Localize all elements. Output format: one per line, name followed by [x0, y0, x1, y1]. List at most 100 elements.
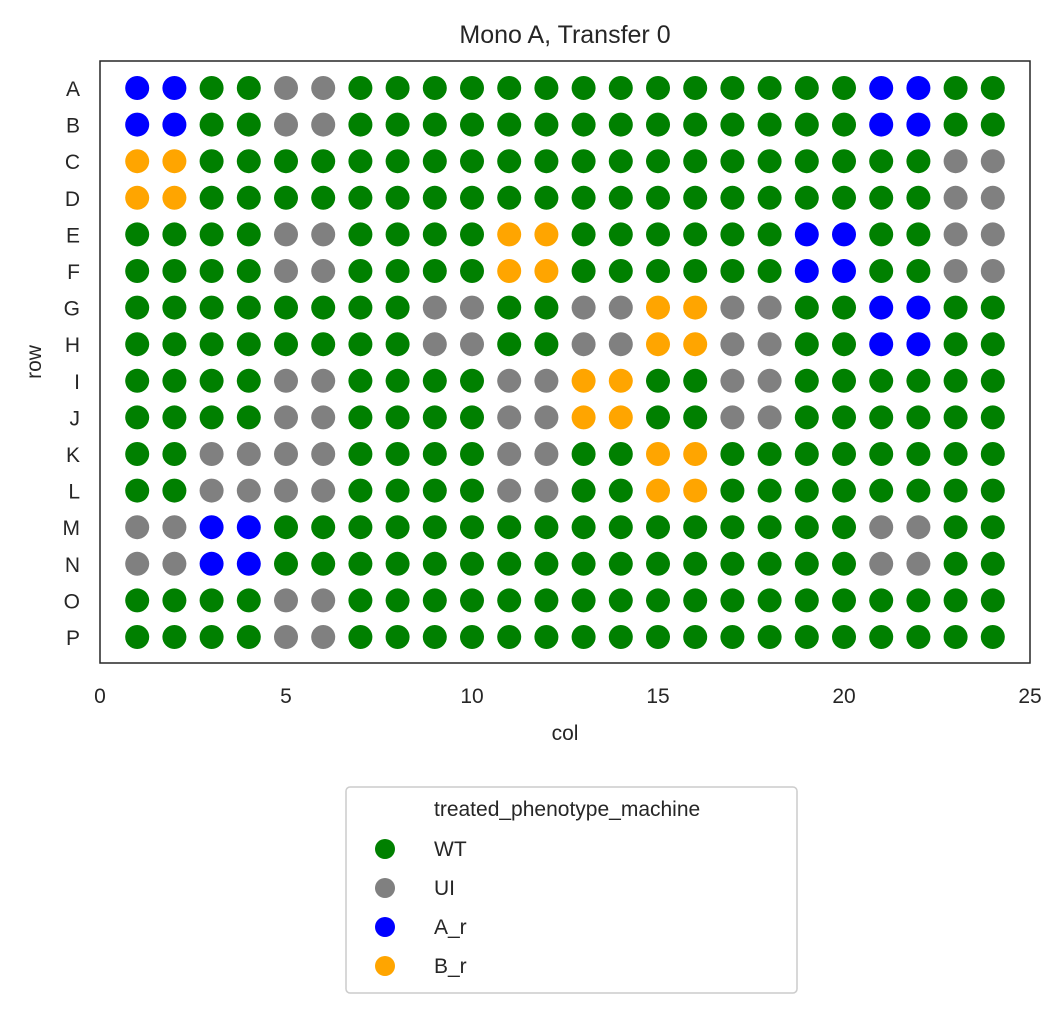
well-point-O14-WT	[608, 588, 633, 613]
well-point-G8-WT	[385, 295, 410, 320]
well-point-M13-WT	[571, 515, 596, 540]
well-point-O24-WT	[980, 588, 1005, 613]
well-point-O13-WT	[571, 588, 596, 613]
well-point-K5-UI	[274, 442, 298, 466]
well-point-J23-WT	[943, 405, 968, 430]
well-point-G19-WT	[794, 295, 819, 320]
well-point-P23-WT	[943, 625, 968, 649]
well-point-N17-WT	[720, 551, 745, 576]
well-point-P12-WT	[534, 625, 559, 649]
well-point-D9-WT	[422, 185, 447, 210]
well-point-C13-WT	[571, 149, 596, 174]
well-point-C1-B_r	[125, 149, 150, 174]
well-point-G11-WT	[497, 295, 522, 320]
well-point-J24-WT	[980, 405, 1005, 430]
well-point-E2-WT	[162, 222, 187, 247]
well-point-L6-UI	[311, 478, 336, 503]
well-point-F10-WT	[460, 259, 484, 283]
well-point-I8-WT	[385, 368, 410, 393]
well-point-P17-WT	[720, 625, 745, 649]
well-point-L23-WT	[943, 478, 968, 503]
well-point-K19-WT	[794, 442, 819, 466]
well-point-H5-WT	[274, 332, 298, 357]
well-point-G16-B_r	[683, 295, 708, 320]
well-point-F3-WT	[199, 259, 224, 283]
well-point-D15-WT	[646, 185, 670, 210]
well-point-D22-WT	[906, 185, 931, 210]
well-point-N12-WT	[534, 551, 559, 576]
well-point-L1-WT	[125, 478, 150, 503]
well-point-C22-WT	[906, 149, 931, 174]
well-point-M2-UI	[162, 515, 187, 540]
well-point-H14-UI	[608, 332, 633, 357]
y-tick-label-O: O	[64, 590, 80, 613]
well-point-F20-A_r	[832, 259, 856, 283]
well-point-E17-WT	[720, 222, 745, 247]
well-point-E14-WT	[608, 222, 633, 247]
well-point-P22-WT	[906, 625, 931, 649]
well-point-N8-WT	[385, 551, 410, 576]
well-point-C8-WT	[385, 149, 410, 174]
well-point-C2-B_r	[162, 149, 187, 174]
well-point-H15-B_r	[646, 332, 670, 357]
well-point-H19-WT	[794, 332, 819, 357]
well-point-C10-WT	[460, 149, 484, 174]
well-point-P3-WT	[199, 625, 224, 649]
well-point-F2-WT	[162, 259, 187, 283]
well-point-D20-WT	[832, 185, 856, 210]
y-tick-label-A: A	[66, 78, 80, 101]
well-point-B15-WT	[646, 112, 670, 137]
well-point-J16-WT	[683, 405, 708, 430]
well-point-A8-WT	[385, 76, 410, 100]
well-point-A2-A_r	[162, 76, 187, 100]
well-point-M8-WT	[385, 515, 410, 540]
well-point-K22-WT	[906, 442, 931, 466]
well-point-J19-WT	[794, 405, 819, 430]
well-point-F19-A_r	[794, 259, 819, 283]
legend: treated_phenotype_machine WT UI A_r B_r	[345, 786, 798, 994]
well-point-J20-WT	[832, 405, 856, 430]
well-point-O11-WT	[497, 588, 522, 613]
well-point-N11-WT	[497, 551, 522, 576]
x-tick-label-25: 25	[1018, 685, 1041, 708]
well-point-N15-WT	[646, 551, 670, 576]
well-point-F7-WT	[348, 259, 373, 283]
well-point-F16-WT	[683, 259, 708, 283]
well-point-B22-A_r	[906, 112, 931, 137]
legend-marker-B_r	[375, 956, 395, 976]
well-point-M16-WT	[683, 515, 708, 540]
well-point-G4-WT	[236, 295, 261, 320]
well-point-D6-WT	[311, 185, 336, 210]
y-tick-label-H: H	[65, 334, 80, 357]
well-point-G6-WT	[311, 295, 336, 320]
well-point-A16-WT	[683, 76, 708, 100]
well-point-B10-WT	[460, 112, 484, 137]
well-point-G15-B_r	[646, 295, 670, 320]
well-point-B11-WT	[497, 112, 522, 137]
well-point-J7-WT	[348, 405, 373, 430]
legend-title: treated_phenotype_machine	[434, 798, 700, 821]
x-tick-label-10: 10	[460, 685, 483, 708]
well-point-N20-WT	[832, 551, 856, 576]
well-point-G1-WT	[125, 295, 150, 320]
well-point-H8-WT	[385, 332, 410, 357]
well-point-E16-WT	[683, 222, 708, 247]
well-point-A10-WT	[460, 76, 484, 100]
y-tick-label-K: K	[66, 444, 80, 467]
well-point-F1-WT	[125, 259, 150, 283]
well-point-M10-WT	[460, 515, 484, 540]
well-point-F4-WT	[236, 259, 261, 283]
well-point-F12-B_r	[534, 259, 559, 283]
well-point-M24-WT	[980, 515, 1005, 540]
well-point-P20-WT	[832, 625, 856, 649]
well-point-H20-WT	[832, 332, 856, 357]
well-point-P5-UI	[274, 625, 298, 649]
well-point-G10-UI	[460, 295, 484, 320]
well-point-K14-WT	[608, 442, 633, 466]
well-point-M20-WT	[832, 515, 856, 540]
well-point-I23-WT	[943, 368, 968, 393]
well-point-M22-UI	[906, 515, 931, 540]
well-point-O18-WT	[757, 588, 782, 613]
well-point-F8-WT	[385, 259, 410, 283]
